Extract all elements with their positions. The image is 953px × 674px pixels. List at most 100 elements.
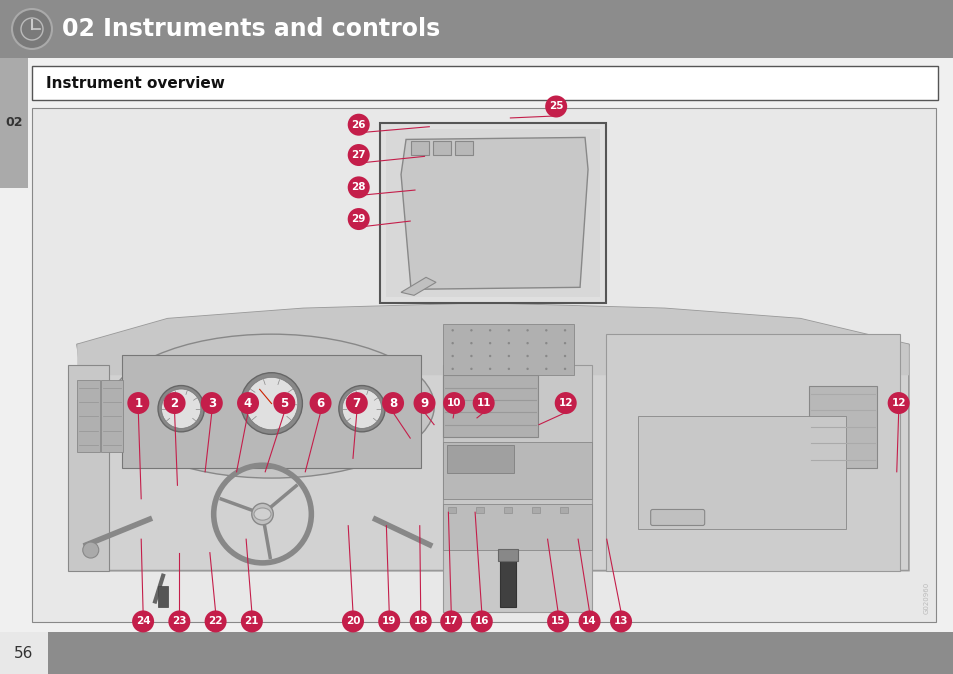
Circle shape <box>544 329 547 332</box>
Circle shape <box>507 342 510 344</box>
Bar <box>448 507 456 513</box>
Bar <box>500 555 516 607</box>
Text: 10: 10 <box>446 398 461 408</box>
Circle shape <box>563 329 566 332</box>
Bar <box>0 58 953 632</box>
Bar <box>32 66 937 100</box>
Circle shape <box>470 329 472 332</box>
Bar <box>605 334 899 571</box>
Bar <box>531 507 539 513</box>
Circle shape <box>544 367 547 370</box>
Bar <box>559 507 567 513</box>
Circle shape <box>472 392 495 414</box>
Text: 7: 7 <box>353 396 360 410</box>
Circle shape <box>347 114 370 135</box>
Bar <box>443 375 537 437</box>
Bar <box>433 142 451 156</box>
Bar <box>443 365 592 612</box>
Text: 27: 27 <box>351 150 366 160</box>
Circle shape <box>507 355 510 357</box>
Circle shape <box>12 9 52 49</box>
Circle shape <box>377 611 400 632</box>
Bar <box>411 142 429 156</box>
Circle shape <box>451 342 454 344</box>
Text: 20: 20 <box>345 617 360 626</box>
Text: 9: 9 <box>420 396 428 410</box>
Circle shape <box>236 392 259 414</box>
Bar <box>0 58 28 188</box>
Circle shape <box>451 355 454 357</box>
Circle shape <box>544 342 547 344</box>
Bar <box>0 632 48 674</box>
Circle shape <box>470 342 472 344</box>
Circle shape <box>158 386 204 432</box>
Bar <box>476 507 483 513</box>
Circle shape <box>409 611 432 632</box>
Polygon shape <box>77 303 908 375</box>
Circle shape <box>489 367 491 370</box>
Ellipse shape <box>109 334 434 478</box>
Bar <box>77 380 100 452</box>
Circle shape <box>489 355 491 357</box>
Circle shape <box>240 611 263 632</box>
Circle shape <box>526 367 528 370</box>
Text: 02: 02 <box>6 117 23 129</box>
Bar <box>443 503 592 550</box>
Circle shape <box>342 389 381 429</box>
Polygon shape <box>400 137 587 289</box>
Text: 13: 13 <box>613 617 628 626</box>
Circle shape <box>341 611 364 632</box>
Text: 18: 18 <box>413 617 428 626</box>
Circle shape <box>439 611 462 632</box>
Circle shape <box>470 367 472 370</box>
Text: 28: 28 <box>351 183 366 192</box>
Circle shape <box>526 329 528 332</box>
Text: 19: 19 <box>381 617 396 626</box>
Circle shape <box>546 611 569 632</box>
Text: 22: 22 <box>208 617 223 626</box>
Circle shape <box>526 342 528 344</box>
Circle shape <box>240 373 302 434</box>
Circle shape <box>470 611 493 632</box>
Ellipse shape <box>253 508 271 520</box>
Bar <box>32 108 935 622</box>
Bar <box>808 386 877 468</box>
Circle shape <box>200 392 223 414</box>
Circle shape <box>163 392 186 414</box>
Circle shape <box>563 342 566 344</box>
Circle shape <box>168 611 191 632</box>
Circle shape <box>347 177 370 198</box>
Text: 02 Instruments and controls: 02 Instruments and controls <box>62 17 439 41</box>
Text: 12: 12 <box>558 398 573 408</box>
Bar <box>447 445 514 473</box>
Text: 2: 2 <box>171 396 178 410</box>
Bar <box>379 123 605 303</box>
Circle shape <box>563 355 566 357</box>
Circle shape <box>578 611 600 632</box>
Circle shape <box>507 367 510 370</box>
Circle shape <box>83 542 99 558</box>
Circle shape <box>489 342 491 344</box>
Circle shape <box>338 386 385 432</box>
Text: G020960: G020960 <box>923 582 929 614</box>
Circle shape <box>345 392 368 414</box>
Circle shape <box>507 329 510 332</box>
Bar <box>0 632 953 674</box>
Bar <box>386 129 599 297</box>
Bar <box>497 549 517 561</box>
Text: 21: 21 <box>244 617 259 626</box>
Text: 4: 4 <box>244 396 252 410</box>
Text: 24: 24 <box>135 617 151 626</box>
Text: Instrument overview: Instrument overview <box>46 75 225 90</box>
Text: 16: 16 <box>474 617 489 626</box>
Circle shape <box>442 392 465 414</box>
Circle shape <box>886 392 909 414</box>
Text: 14: 14 <box>581 617 597 626</box>
Bar <box>0 0 953 58</box>
Text: 26: 26 <box>351 120 366 129</box>
Circle shape <box>526 355 528 357</box>
Circle shape <box>451 367 454 370</box>
Bar <box>637 417 844 530</box>
Circle shape <box>470 355 472 357</box>
Text: 23: 23 <box>172 617 187 626</box>
